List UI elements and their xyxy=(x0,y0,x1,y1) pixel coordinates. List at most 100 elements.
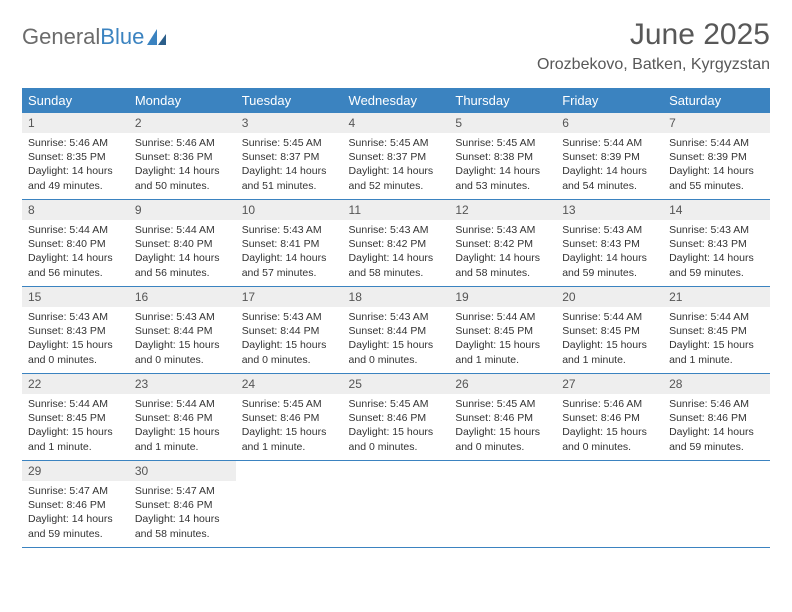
brand-logo: GeneralBlue xyxy=(22,18,168,50)
calendar-day-cell: 25Sunrise: 5:45 AMSunset: 8:46 PMDayligh… xyxy=(343,374,450,461)
day-detail: Sunrise: 5:45 AMSunset: 8:46 PMDaylight:… xyxy=(449,394,556,460)
day-number: 18 xyxy=(343,287,450,307)
day-names-row: SundayMondayTuesdayWednesdayThursdayFrid… xyxy=(22,88,770,113)
day-detail: Sunrise: 5:44 AMSunset: 8:39 PMDaylight:… xyxy=(663,133,770,199)
day-detail: Sunrise: 5:47 AMSunset: 8:46 PMDaylight:… xyxy=(22,481,129,547)
calendar-day-cell: 10Sunrise: 5:43 AMSunset: 8:41 PMDayligh… xyxy=(236,200,343,287)
day-number: 6 xyxy=(556,113,663,133)
day-detail: Sunrise: 5:44 AMSunset: 8:45 PMDaylight:… xyxy=(663,307,770,373)
calendar-day-cell: 23Sunrise: 5:44 AMSunset: 8:46 PMDayligh… xyxy=(129,374,236,461)
calendar-day-cell: 4Sunrise: 5:45 AMSunset: 8:37 PMDaylight… xyxy=(343,113,450,200)
day-detail: Sunrise: 5:46 AMSunset: 8:46 PMDaylight:… xyxy=(663,394,770,460)
calendar-week-row: 1Sunrise: 5:46 AMSunset: 8:35 PMDaylight… xyxy=(22,113,770,200)
day-detail: Sunrise: 5:44 AMSunset: 8:45 PMDaylight:… xyxy=(22,394,129,460)
calendar-day-cell: 27Sunrise: 5:46 AMSunset: 8:46 PMDayligh… xyxy=(556,374,663,461)
day-number: 3 xyxy=(236,113,343,133)
calendar-day-cell: 6Sunrise: 5:44 AMSunset: 8:39 PMDaylight… xyxy=(556,113,663,200)
day-detail: Sunrise: 5:45 AMSunset: 8:38 PMDaylight:… xyxy=(449,133,556,199)
calendar-day-cell: .. xyxy=(236,461,343,548)
day-number: 8 xyxy=(22,200,129,220)
calendar-day-cell: 15Sunrise: 5:43 AMSunset: 8:43 PMDayligh… xyxy=(22,287,129,374)
calendar-day-cell: 12Sunrise: 5:43 AMSunset: 8:42 PMDayligh… xyxy=(449,200,556,287)
day-detail: Sunrise: 5:44 AMSunset: 8:45 PMDaylight:… xyxy=(449,307,556,373)
calendar-week-row: 15Sunrise: 5:43 AMSunset: 8:43 PMDayligh… xyxy=(22,287,770,374)
day-number: 10 xyxy=(236,200,343,220)
brand-part1: General xyxy=(22,24,100,50)
title-block: June 2025 Orozbekovo, Batken, Kyrgyzstan xyxy=(537,18,770,74)
day-detail: Sunrise: 5:43 AMSunset: 8:42 PMDaylight:… xyxy=(449,220,556,286)
calendar-day-cell: .. xyxy=(663,461,770,548)
calendar-day-cell: 24Sunrise: 5:45 AMSunset: 8:46 PMDayligh… xyxy=(236,374,343,461)
day-name-header: Friday xyxy=(556,88,663,113)
day-name-header: Thursday xyxy=(449,88,556,113)
calendar-day-cell: 13Sunrise: 5:43 AMSunset: 8:43 PMDayligh… xyxy=(556,200,663,287)
day-name-header: Monday xyxy=(129,88,236,113)
day-number: 23 xyxy=(129,374,236,394)
calendar-week-row: 8Sunrise: 5:44 AMSunset: 8:40 PMDaylight… xyxy=(22,200,770,287)
day-detail: Sunrise: 5:46 AMSunset: 8:46 PMDaylight:… xyxy=(556,394,663,460)
calendar-body: 1Sunrise: 5:46 AMSunset: 8:35 PMDaylight… xyxy=(22,113,770,548)
day-detail: Sunrise: 5:44 AMSunset: 8:45 PMDaylight:… xyxy=(556,307,663,373)
calendar-day-cell: 14Sunrise: 5:43 AMSunset: 8:43 PMDayligh… xyxy=(663,200,770,287)
day-number: 2 xyxy=(129,113,236,133)
calendar-day-cell: 28Sunrise: 5:46 AMSunset: 8:46 PMDayligh… xyxy=(663,374,770,461)
day-detail: Sunrise: 5:43 AMSunset: 8:44 PMDaylight:… xyxy=(343,307,450,373)
day-number: 16 xyxy=(129,287,236,307)
day-detail: Sunrise: 5:44 AMSunset: 8:39 PMDaylight:… xyxy=(556,133,663,199)
day-number: 11 xyxy=(343,200,450,220)
day-detail: Sunrise: 5:45 AMSunset: 8:37 PMDaylight:… xyxy=(236,133,343,199)
calendar-day-cell: 19Sunrise: 5:44 AMSunset: 8:45 PMDayligh… xyxy=(449,287,556,374)
day-detail: Sunrise: 5:44 AMSunset: 8:40 PMDaylight:… xyxy=(129,220,236,286)
calendar-day-cell: .. xyxy=(343,461,450,548)
day-detail: Sunrise: 5:45 AMSunset: 8:46 PMDaylight:… xyxy=(343,394,450,460)
page-header: GeneralBlue June 2025 Orozbekovo, Batken… xyxy=(22,18,770,74)
day-detail: Sunrise: 5:43 AMSunset: 8:44 PMDaylight:… xyxy=(129,307,236,373)
calendar-day-cell: 16Sunrise: 5:43 AMSunset: 8:44 PMDayligh… xyxy=(129,287,236,374)
day-number: 7 xyxy=(663,113,770,133)
day-detail: Sunrise: 5:44 AMSunset: 8:46 PMDaylight:… xyxy=(129,394,236,460)
day-detail: Sunrise: 5:45 AMSunset: 8:46 PMDaylight:… xyxy=(236,394,343,460)
calendar-week-row: 29Sunrise: 5:47 AMSunset: 8:46 PMDayligh… xyxy=(22,461,770,548)
calendar-day-cell: 5Sunrise: 5:45 AMSunset: 8:38 PMDaylight… xyxy=(449,113,556,200)
calendar-day-cell: 9Sunrise: 5:44 AMSunset: 8:40 PMDaylight… xyxy=(129,200,236,287)
day-number: 25 xyxy=(343,374,450,394)
calendar-day-cell: 1Sunrise: 5:46 AMSunset: 8:35 PMDaylight… xyxy=(22,113,129,200)
calendar-day-cell: 8Sunrise: 5:44 AMSunset: 8:40 PMDaylight… xyxy=(22,200,129,287)
calendar-day-cell: 18Sunrise: 5:43 AMSunset: 8:44 PMDayligh… xyxy=(343,287,450,374)
day-detail: Sunrise: 5:43 AMSunset: 8:41 PMDaylight:… xyxy=(236,220,343,286)
day-number: 22 xyxy=(22,374,129,394)
day-number: 15 xyxy=(22,287,129,307)
calendar-day-cell: 20Sunrise: 5:44 AMSunset: 8:45 PMDayligh… xyxy=(556,287,663,374)
day-detail: Sunrise: 5:43 AMSunset: 8:43 PMDaylight:… xyxy=(22,307,129,373)
calendar-day-cell: 11Sunrise: 5:43 AMSunset: 8:42 PMDayligh… xyxy=(343,200,450,287)
day-number: 13 xyxy=(556,200,663,220)
day-detail: Sunrise: 5:44 AMSunset: 8:40 PMDaylight:… xyxy=(22,220,129,286)
day-number: 30 xyxy=(129,461,236,481)
day-name-header: Saturday xyxy=(663,88,770,113)
day-number: 21 xyxy=(663,287,770,307)
calendar-table: SundayMondayTuesdayWednesdayThursdayFrid… xyxy=(22,88,770,548)
day-detail: Sunrise: 5:47 AMSunset: 8:46 PMDaylight:… xyxy=(129,481,236,547)
brand-part2: Blue xyxy=(100,24,144,50)
day-name-header: Tuesday xyxy=(236,88,343,113)
calendar-day-cell: 2Sunrise: 5:46 AMSunset: 8:36 PMDaylight… xyxy=(129,113,236,200)
day-detail: Sunrise: 5:43 AMSunset: 8:42 PMDaylight:… xyxy=(343,220,450,286)
calendar-day-cell: 29Sunrise: 5:47 AMSunset: 8:46 PMDayligh… xyxy=(22,461,129,548)
month-title: June 2025 xyxy=(537,18,770,52)
day-number: 20 xyxy=(556,287,663,307)
day-name-header: Sunday xyxy=(22,88,129,113)
day-number: 27 xyxy=(556,374,663,394)
day-number: 17 xyxy=(236,287,343,307)
day-number: 5 xyxy=(449,113,556,133)
day-detail: Sunrise: 5:45 AMSunset: 8:37 PMDaylight:… xyxy=(343,133,450,199)
day-number: 26 xyxy=(449,374,556,394)
day-name-header: Wednesday xyxy=(343,88,450,113)
calendar-day-cell: 30Sunrise: 5:47 AMSunset: 8:46 PMDayligh… xyxy=(129,461,236,548)
day-number: 4 xyxy=(343,113,450,133)
calendar-day-cell: 17Sunrise: 5:43 AMSunset: 8:44 PMDayligh… xyxy=(236,287,343,374)
calendar-day-cell: 3Sunrise: 5:45 AMSunset: 8:37 PMDaylight… xyxy=(236,113,343,200)
day-detail: Sunrise: 5:43 AMSunset: 8:43 PMDaylight:… xyxy=(556,220,663,286)
day-detail: Sunrise: 5:43 AMSunset: 8:44 PMDaylight:… xyxy=(236,307,343,373)
calendar-day-cell: 22Sunrise: 5:44 AMSunset: 8:45 PMDayligh… xyxy=(22,374,129,461)
day-number: 28 xyxy=(663,374,770,394)
